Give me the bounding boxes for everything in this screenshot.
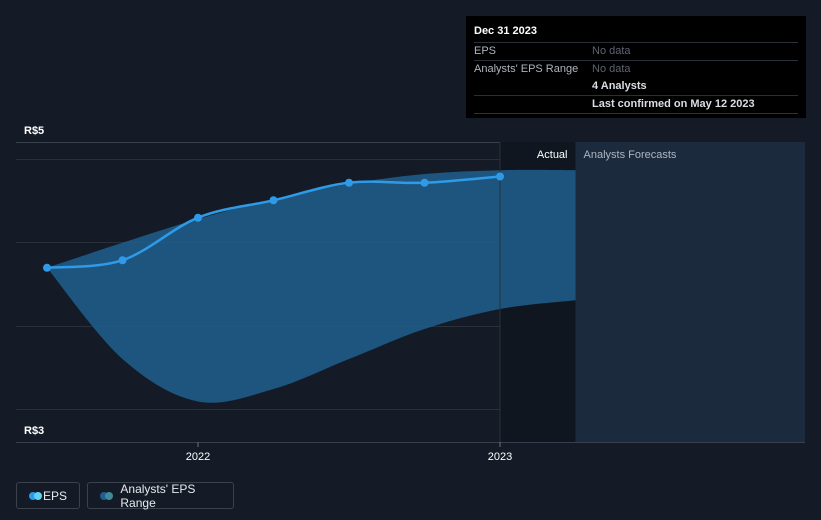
tooltip-row-range: Analysts' EPS Range No data xyxy=(474,60,798,78)
legend-range-button[interactable]: Analysts' EPS Range xyxy=(87,481,234,510)
eps-point[interactable] xyxy=(43,263,51,272)
eps-range-band[interactable] xyxy=(47,169,576,403)
tooltip-row-eps: EPS No data xyxy=(474,42,798,60)
tooltip-panel: Dec 31 2023 EPS No data Analysts' EPS Ra… xyxy=(466,16,806,118)
eps-point[interactable] xyxy=(194,213,202,222)
legend-eps-button[interactable]: EPS xyxy=(16,482,80,509)
eps-point[interactable] xyxy=(118,256,127,265)
eps-point[interactable] xyxy=(496,172,504,181)
forecast-region-label: Analysts Forecasts xyxy=(584,149,677,161)
tooltip-value: No data xyxy=(592,45,631,57)
tooltip-row-confirmed: Last confirmed on May 12 2023 xyxy=(474,95,798,114)
legend-eps-label: EPS xyxy=(42,488,67,503)
eps-swatch-icon xyxy=(29,491,42,500)
eps-point[interactable] xyxy=(269,196,278,205)
legend-range-label: Analysts' EPS Range xyxy=(120,481,196,510)
tooltip-row-analysts: 4 Analysts xyxy=(474,78,798,95)
tooltip-label: Analysts' EPS Range xyxy=(474,63,579,75)
tooltip-value: 4 Analysts xyxy=(592,80,647,92)
tooltip-label xyxy=(474,96,592,113)
tooltip-label: EPS xyxy=(474,45,497,57)
eps-point[interactable] xyxy=(345,178,353,187)
eps-point[interactable] xyxy=(420,178,429,187)
forecast-region-shade xyxy=(575,142,805,442)
y-tick-label: R$5 xyxy=(24,125,44,137)
tooltip-value: Last confirmed on May 12 2023 xyxy=(592,98,755,110)
tooltip-date: Dec 31 2023 xyxy=(474,25,537,37)
x-tick-label: 2022 xyxy=(186,451,210,463)
y-tick-label: R$3 xyxy=(24,425,44,437)
x-tick-label: 2023 xyxy=(488,451,512,463)
actual-region-label: Actual xyxy=(537,149,568,161)
range-swatch-icon xyxy=(100,491,113,500)
tooltip-label xyxy=(474,78,592,95)
tooltip-value: No data xyxy=(592,63,631,75)
